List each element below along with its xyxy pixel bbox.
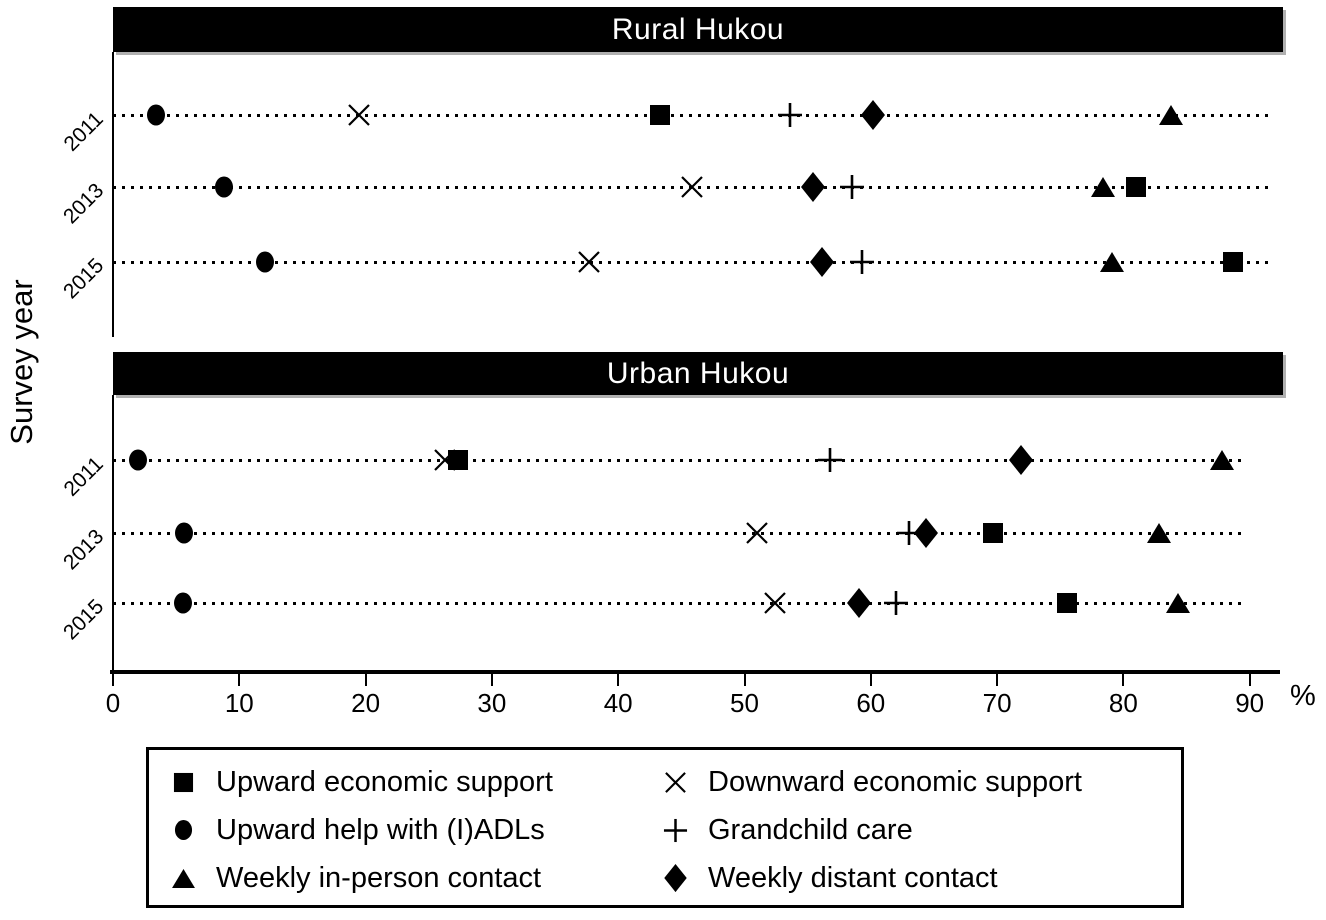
- triangle-icon: [165, 868, 201, 889]
- x-axis-tick-label: 10: [224, 688, 254, 718]
- legend-label: Weekly in-person contact: [216, 861, 542, 894]
- plus-marker: [883, 590, 909, 616]
- x-axis-tick: [112, 674, 114, 686]
- plus-marker: [849, 249, 875, 275]
- year-tick-label: 2011: [59, 452, 108, 501]
- square-marker: [1125, 176, 1147, 198]
- diamond-marker: [809, 246, 835, 278]
- row-dotted-line: [113, 602, 1242, 605]
- square-marker: [447, 449, 469, 471]
- x-axis-tick-label: 20: [351, 688, 381, 718]
- triangle-marker: [1209, 449, 1235, 471]
- y-axis-title: Survey year: [4, 279, 39, 445]
- x-axis-unit-label: %: [1290, 680, 1316, 712]
- year-tick-label: 2013: [58, 524, 109, 575]
- x-axis-tick-label: 0: [105, 688, 121, 718]
- x-axis-tick-label: 70: [982, 688, 1012, 718]
- circle-icon: [165, 819, 201, 841]
- triangle-marker: [1099, 251, 1125, 273]
- legend-label: Weekly distant contact: [708, 861, 998, 894]
- circle-marker: [173, 592, 193, 615]
- x-axis-tick: [743, 674, 746, 686]
- square-marker: [649, 104, 671, 126]
- x-axis-tick: [1122, 674, 1125, 686]
- row-dotted-line: [113, 261, 1268, 264]
- year-tick-label: 2011: [59, 107, 108, 156]
- x-marker: [347, 103, 371, 127]
- legend-item-plus: Grandchild care: [657, 806, 1181, 854]
- diamond-icon: [657, 863, 693, 893]
- row-dotted-line: [113, 114, 1268, 117]
- x-axis-tick-label: 80: [1108, 688, 1138, 718]
- square-marker: [1056, 592, 1078, 614]
- year-tick-label: 2015: [58, 253, 109, 304]
- legend-item-circle: Upward help with (I)ADLs: [165, 806, 657, 854]
- legend-label: Upward economic support: [216, 765, 553, 798]
- plus-marker: [839, 174, 865, 200]
- triangle-marker: [1158, 104, 1184, 126]
- x-axis-tick: [869, 674, 872, 686]
- panel-title-urban-hukou: Urban Hukou: [113, 352, 1283, 395]
- square-marker: [1222, 251, 1244, 273]
- circle-marker: [214, 176, 234, 199]
- x-axis-tick-label: 60: [856, 688, 886, 718]
- year-tick-label: 2015: [58, 594, 109, 645]
- plus-marker: [817, 447, 843, 473]
- x-marker: [680, 175, 704, 199]
- x-axis-tick: [238, 674, 241, 686]
- triangle-marker: [1090, 176, 1116, 198]
- plus-icon: [657, 818, 693, 843]
- circle-marker: [255, 251, 275, 274]
- triangle-marker: [1165, 592, 1191, 614]
- x-axis-tick-label: 30: [477, 688, 507, 718]
- legend-label: Downward economic support: [708, 765, 1082, 798]
- row-dotted-line: [113, 532, 1242, 535]
- x-marker: [577, 250, 601, 274]
- year-tick-label: 2013: [58, 178, 109, 229]
- legend-box: Upward economic support Downward economic…: [146, 747, 1184, 908]
- x-axis-tick: [996, 674, 999, 686]
- circle-marker: [146, 104, 166, 127]
- panel-title-rural-hukou: Rural Hukou: [113, 7, 1283, 52]
- diamond-marker: [800, 171, 826, 203]
- x-axis-tick: [1248, 674, 1251, 686]
- panel-left-spine: [112, 52, 114, 337]
- diamond-marker: [913, 517, 939, 549]
- circle-marker: [174, 522, 194, 545]
- diamond-marker: [846, 587, 872, 619]
- legend-label: Grandchild care: [708, 813, 913, 846]
- circle-marker: [128, 449, 148, 472]
- legend-item-x: Downward economic support: [657, 758, 1181, 806]
- square-icon: [165, 772, 201, 793]
- diamond-marker: [860, 99, 886, 131]
- diamond-marker: [1008, 444, 1034, 476]
- x-axis-tick-label: 40: [603, 688, 633, 718]
- legend-item-triangle: Weekly in-person contact: [165, 854, 657, 902]
- x-axis-tick: [364, 674, 367, 686]
- x-axis-tick-label: 50: [730, 688, 759, 718]
- x-icon: [657, 771, 693, 794]
- x-axis-line: [110, 670, 1280, 674]
- legend-item-square: Upward economic support: [165, 758, 657, 806]
- legend-item-diamond: Weekly distant contact: [657, 854, 1181, 902]
- plus-marker: [777, 102, 803, 128]
- legend-label: Upward help with (I)ADLs: [216, 813, 545, 846]
- square-marker: [982, 522, 1004, 544]
- x-marker: [745, 521, 769, 545]
- x-marker: [763, 591, 787, 615]
- legend-grid: Upward economic support Downward economic…: [149, 750, 1181, 902]
- triangle-marker: [1146, 522, 1172, 544]
- x-axis-tick-label: 90: [1235, 688, 1265, 718]
- x-axis-tick: [617, 674, 620, 686]
- row-dotted-line: [113, 459, 1242, 462]
- x-axis-tick: [490, 674, 493, 686]
